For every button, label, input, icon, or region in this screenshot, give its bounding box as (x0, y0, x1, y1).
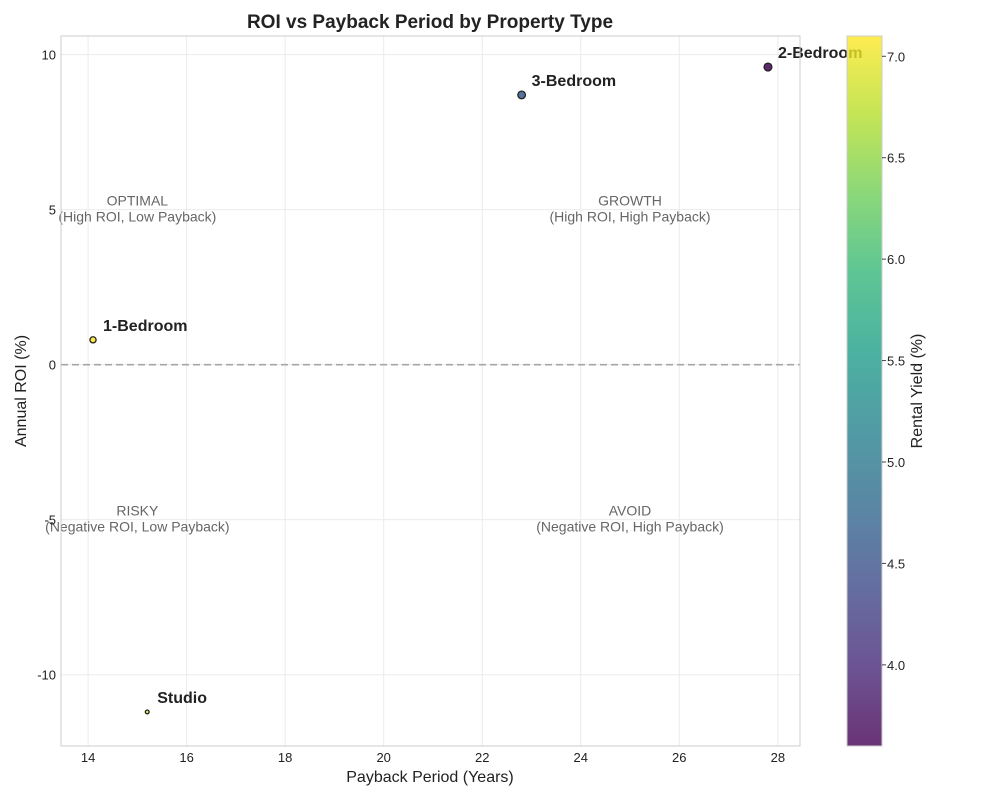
quadrant-title: OPTIMAL (107, 193, 169, 209)
x-tick-label: 20 (376, 750, 390, 765)
colorbar-tick-label: 5.5 (887, 354, 905, 369)
x-tick-label: 24 (574, 750, 588, 765)
data-points: 1-Bedroom 3-Bedroom 2-Bedroom Studio (89, 45, 862, 715)
colorbar-tick-label: 4.5 (887, 556, 905, 571)
colorbar-tick-label: 5.0 (887, 455, 905, 470)
y-tick-label: 10 (42, 48, 56, 63)
y-tick-label: -10 (37, 668, 56, 683)
y-axis-label: Annual ROI (%) (13, 335, 30, 447)
x-tick-label: 18 (278, 750, 292, 765)
quadrant-title: RISKY (116, 503, 159, 519)
quadrant-subtitle: (High ROI, Low Payback) (58, 209, 216, 225)
plot-frame (60, 35, 801, 747)
y-tick-label: 0 (49, 358, 56, 373)
colorbar-label: Rental Yield (%) (909, 334, 926, 449)
x-tick-label: 14 (81, 750, 95, 765)
x-tick-label: 22 (475, 750, 489, 765)
chart-title: ROI vs Payback Period by Property Type (247, 12, 613, 33)
axis-ticks: 14 16 18 20 22 24 26 28 -10 -5 0 5 10 (37, 48, 785, 765)
colorbar (846, 35, 883, 747)
x-tick-label: 16 (179, 750, 193, 765)
colorbar-tick-label: 7.0 (887, 49, 905, 64)
data-point (89, 336, 97, 344)
point-label: Studio (157, 690, 207, 707)
quadrant-title: AVOID (609, 503, 652, 519)
grid (61, 36, 800, 746)
quadrant-subtitle: (Negative ROI, Low Payback) (45, 519, 229, 535)
quadrant-title: GROWTH (598, 193, 662, 209)
y-tick-label: -5 (44, 513, 56, 528)
data-point (144, 709, 150, 715)
data-point (517, 90, 527, 100)
colorbar-ticks: 4.0 4.5 5.0 5.5 6.0 6.5 7.0 (882, 49, 905, 673)
quadrant-subtitle: (Negative ROI, High Payback) (536, 519, 724, 535)
x-tick-label: 28 (771, 750, 785, 765)
x-tick-label: 26 (672, 750, 686, 765)
quadrant-subtitle: (High ROI, High Payback) (549, 209, 710, 225)
point-label: 3-Bedroom (532, 73, 616, 90)
point-label: 2-Bedroom (778, 45, 862, 62)
point-label: 1-Bedroom (103, 318, 187, 335)
y-tick-label: 5 (49, 203, 56, 218)
x-axis-label: Payback Period (Years) (346, 769, 514, 786)
quadrant-labels: OPTIMAL(High ROI, Low Payback) GROWTH(Hig… (45, 193, 724, 535)
colorbar-tick-label: 4.0 (887, 658, 905, 673)
colorbar-tick-label: 6.5 (887, 151, 905, 166)
colorbar-tick-label: 6.0 (887, 252, 905, 267)
data-point (763, 62, 773, 72)
